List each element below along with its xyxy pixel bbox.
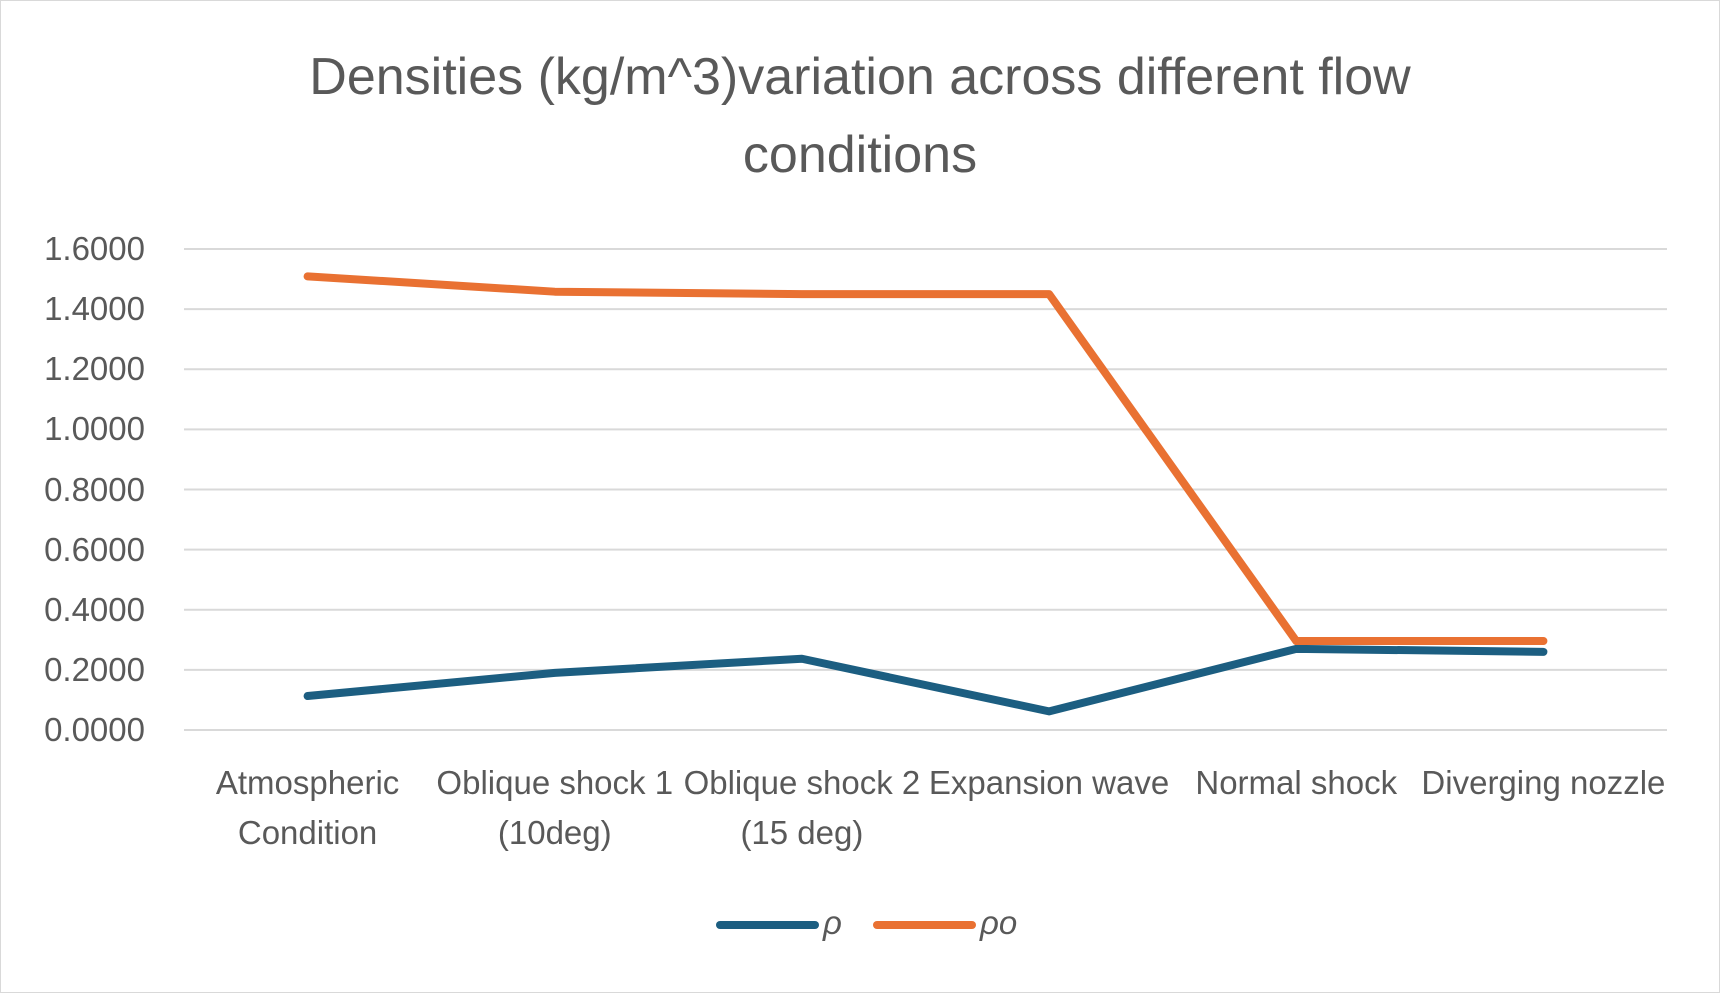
y-tick-label: 0.2000 [44,650,145,688]
y-tick-label: 0.0000 [44,711,145,748]
y-tick-label: 0.4000 [44,590,145,628]
x-tick-label: Normal shock [1195,764,1398,801]
legend-label: ρo [980,904,1018,941]
y-tick-label: 0.6000 [44,530,145,568]
series-line [303,644,1548,716]
y-tick-label: 1.0000 [44,410,145,448]
legend-label: ρ [823,904,842,941]
x-tick-label: Expansion wave [928,764,1170,801]
y-tick-label: 1.6000 [44,230,145,267]
x-tick-label: Oblique shock 2 (15 deg) [683,764,921,851]
y-tick-label: 1.2000 [44,350,145,388]
y-tick-label: 1.4000 [44,290,145,328]
x-tick-label: Oblique shock 1 (10deg) [436,764,674,851]
series-line [303,272,1548,646]
x-tick-label: Diverging nozzle [1421,764,1666,801]
x-tick-label: Atmospheric Condition [215,764,400,851]
y-tick-label: 0.8000 [44,470,145,508]
chart-title: Densities (kg/m^3)variation across diffe… [309,48,1411,184]
